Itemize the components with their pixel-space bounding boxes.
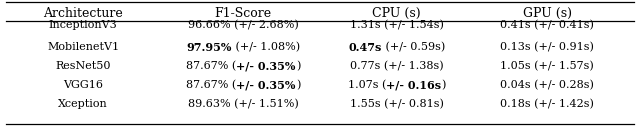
Text: (+/- 1.08%): (+/- 1.08%): [232, 42, 300, 52]
Text: 87.67% (: 87.67% (: [186, 61, 236, 71]
Text: GPU (s): GPU (s): [523, 7, 572, 20]
Text: 96.66% (+/- 2.68%): 96.66% (+/- 2.68%): [188, 20, 299, 30]
Text: +/- 0.35%: +/- 0.35%: [236, 61, 296, 72]
Text: 0.13s (+/- 0.91s): 0.13s (+/- 0.91s): [500, 42, 594, 52]
Text: 1.55s (+/- 0.81s): 1.55s (+/- 0.81s): [350, 99, 444, 109]
Text: 1.31s (+/- 1.54s): 1.31s (+/- 1.54s): [350, 20, 444, 30]
Text: +/- 0.16s: +/- 0.16s: [386, 80, 442, 91]
Text: +/- 0.35%: +/- 0.35%: [236, 80, 296, 91]
Text: MobilenetV1: MobilenetV1: [47, 42, 119, 52]
Text: 0.18s (+/- 1.42s): 0.18s (+/- 1.42s): [500, 99, 594, 109]
Text: 0.41s (+/- 0.41s): 0.41s (+/- 0.41s): [500, 20, 594, 30]
Text: 87.67% (: 87.67% (: [186, 80, 236, 90]
Text: F1-Score: F1-Score: [214, 7, 272, 20]
Text: 97.95%: 97.95%: [186, 42, 232, 53]
Text: 0.77s (+/- 1.38s): 0.77s (+/- 1.38s): [350, 61, 444, 71]
Text: ResNet50: ResNet50: [56, 61, 111, 71]
Text: Architecture: Architecture: [44, 7, 123, 20]
Text: 1.05s (+/- 1.57s): 1.05s (+/- 1.57s): [500, 61, 594, 71]
Text: (+/- 0.59s): (+/- 0.59s): [382, 42, 445, 52]
Text: VGG16: VGG16: [63, 80, 103, 90]
Text: InceptionV3: InceptionV3: [49, 20, 118, 30]
Text: 1.07s (: 1.07s (: [348, 80, 386, 90]
Text: 0.47s: 0.47s: [349, 42, 382, 53]
Text: CPU (s): CPU (s): [372, 7, 421, 20]
Text: ): ): [296, 80, 300, 90]
Text: 89.63% (+/- 1.51%): 89.63% (+/- 1.51%): [188, 99, 299, 109]
Text: Xception: Xception: [58, 99, 108, 109]
Text: ): ): [296, 61, 300, 71]
Text: 0.04s (+/- 0.28s): 0.04s (+/- 0.28s): [500, 80, 594, 90]
Text: ): ): [442, 80, 445, 90]
